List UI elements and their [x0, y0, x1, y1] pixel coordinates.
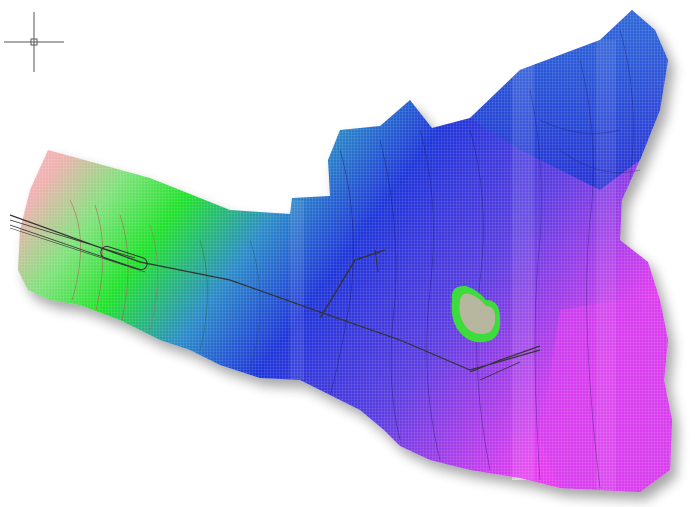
alignment-offset-upper [9, 219, 136, 259]
alignment-offset-outer [9, 227, 146, 273]
main-alignment-line[interactable] [9, 214, 541, 371]
east-spur[interactable] [469, 345, 541, 373]
pond-core [459, 293, 496, 334]
crosshair-cursor-icon [4, 12, 64, 72]
alignment-lozenge [100, 245, 148, 271]
pond-feature[interactable] [451, 285, 501, 343]
contour-lines [69, 29, 641, 489]
east-spur-offset [479, 361, 521, 381]
surface-body [18, 10, 672, 492]
alignment-features[interactable] [9, 214, 541, 381]
branch-stub [374, 249, 379, 273]
